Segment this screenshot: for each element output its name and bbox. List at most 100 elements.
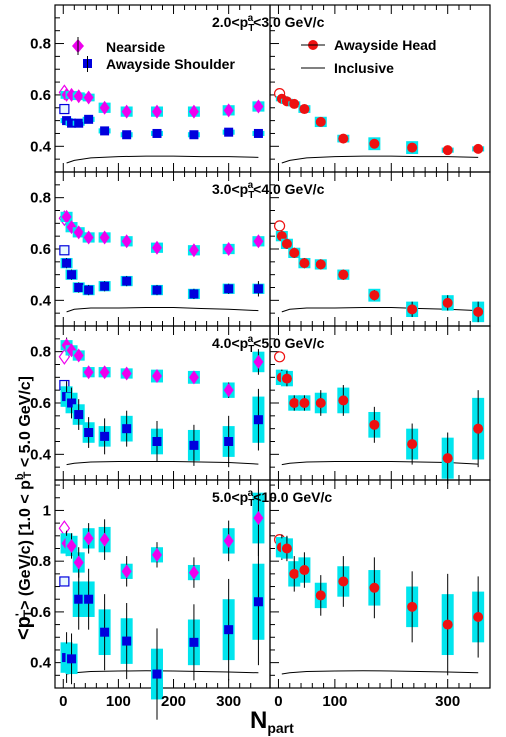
shoulder-point [84, 594, 94, 604]
shoulder-point [224, 127, 234, 137]
shoulder-point [84, 428, 94, 438]
nearside-pp-point [58, 520, 71, 537]
legend-nearside-label: Nearside [106, 39, 165, 55]
shoulder-point [100, 431, 110, 441]
shoulder-point [84, 285, 94, 295]
shoulder-point [67, 654, 77, 664]
shoulder-point [74, 283, 84, 292]
shoulder-point [62, 258, 72, 268]
shoulder-point [74, 118, 84, 128]
head-point [289, 98, 300, 109]
shoulder-pp-point [59, 245, 70, 256]
head-point [369, 138, 380, 149]
x-tick-label: 100 [106, 693, 131, 710]
y-tick-label: 0.8 [30, 553, 51, 570]
shoulder-point [100, 281, 110, 291]
nearside-point [83, 531, 94, 546]
head-point [473, 611, 484, 622]
head-point [289, 568, 300, 579]
nearside-point [66, 538, 77, 553]
panel-frame [54, 4, 271, 173]
legend-shoulder-label: Awayside Shoulder [106, 56, 235, 72]
nearside-point [83, 365, 94, 380]
head-point [407, 304, 418, 315]
head-point [315, 590, 326, 601]
shoulder-point [189, 637, 199, 647]
nearside-point [83, 90, 94, 105]
nearside-point [151, 547, 162, 562]
head-pp-point [273, 220, 286, 232]
head-point [315, 116, 326, 127]
nearside-point [151, 369, 162, 384]
shoulder-point [67, 118, 77, 128]
y-tick-label: 0.6 [30, 604, 51, 621]
nearside-point [253, 234, 264, 249]
nearside-point [73, 89, 84, 104]
head-point [281, 373, 292, 384]
head-point [407, 601, 418, 612]
shoulder-point [84, 114, 94, 124]
y-tick-label: 0.6 [30, 241, 51, 258]
y-tick-label: 0.8 [30, 344, 51, 361]
nearside-point [188, 370, 199, 385]
shoulder-point [100, 126, 110, 136]
x-tick-label: 0 [59, 693, 67, 710]
nearside-point [83, 230, 94, 245]
nearside-point [121, 366, 132, 381]
y-tick-label: 1 [43, 502, 51, 519]
nearside-point [223, 533, 234, 548]
nearside-point [253, 511, 264, 526]
shoulder-point [122, 276, 132, 286]
shoulder-pp-point [59, 576, 70, 587]
x-tick-label: 100 [322, 693, 347, 710]
head-point [299, 398, 310, 408]
shoulder-point [62, 116, 72, 126]
panel-2-right [269, 171, 491, 327]
shoulder-point [224, 284, 234, 294]
head-point [338, 133, 349, 144]
y-tick-label: 0.6 [30, 395, 51, 412]
nearside-point [188, 565, 199, 580]
shoulder-point [152, 128, 162, 138]
inclusive-curve [66, 155, 259, 164]
head-point [369, 290, 380, 301]
shoulder-point [253, 415, 263, 425]
shoulder-point [152, 669, 162, 679]
head-point [473, 143, 484, 154]
nearside-point [99, 100, 110, 115]
head-point [369, 582, 380, 593]
head-point [281, 238, 292, 249]
inclusive-curve [281, 670, 479, 675]
head-point [289, 247, 300, 258]
head-point [281, 543, 292, 554]
shoulder-point [224, 625, 234, 635]
shoulder-point [224, 437, 234, 446]
x-tick-label: 200 [161, 693, 186, 710]
shoulder-pp-point [59, 103, 70, 115]
nearside-point [73, 348, 84, 363]
nearside-point [73, 555, 84, 570]
shoulder-point [74, 594, 84, 604]
y-tick-label: 0.4 [30, 446, 52, 463]
shoulder-point [253, 597, 263, 607]
y-tick-label: 0.4 [30, 655, 52, 672]
panel-3-right [269, 325, 491, 484]
inclusive-curve [281, 307, 479, 313]
legend-head-label: Awayside Head [334, 37, 436, 53]
bin-label: 3.0<pTa<4.0 GeV/c [212, 180, 325, 201]
head-point [276, 231, 287, 242]
inclusive-curve [66, 307, 259, 313]
inclusive-curve [66, 670, 259, 675]
head-point [299, 104, 310, 115]
nearside-point [223, 242, 234, 256]
panel-1-right [269, 4, 491, 173]
head-point [473, 306, 484, 317]
head-point [473, 423, 484, 434]
legend-inclusive-label: Inclusive [334, 60, 394, 76]
shoulder-point [253, 284, 263, 294]
shoulder-point [189, 130, 199, 140]
bin-label: 4.0<pTa<5.0 GeV/c [212, 334, 325, 355]
head-point [315, 259, 326, 270]
shoulder-point [152, 437, 162, 446]
head-point [289, 398, 300, 408]
